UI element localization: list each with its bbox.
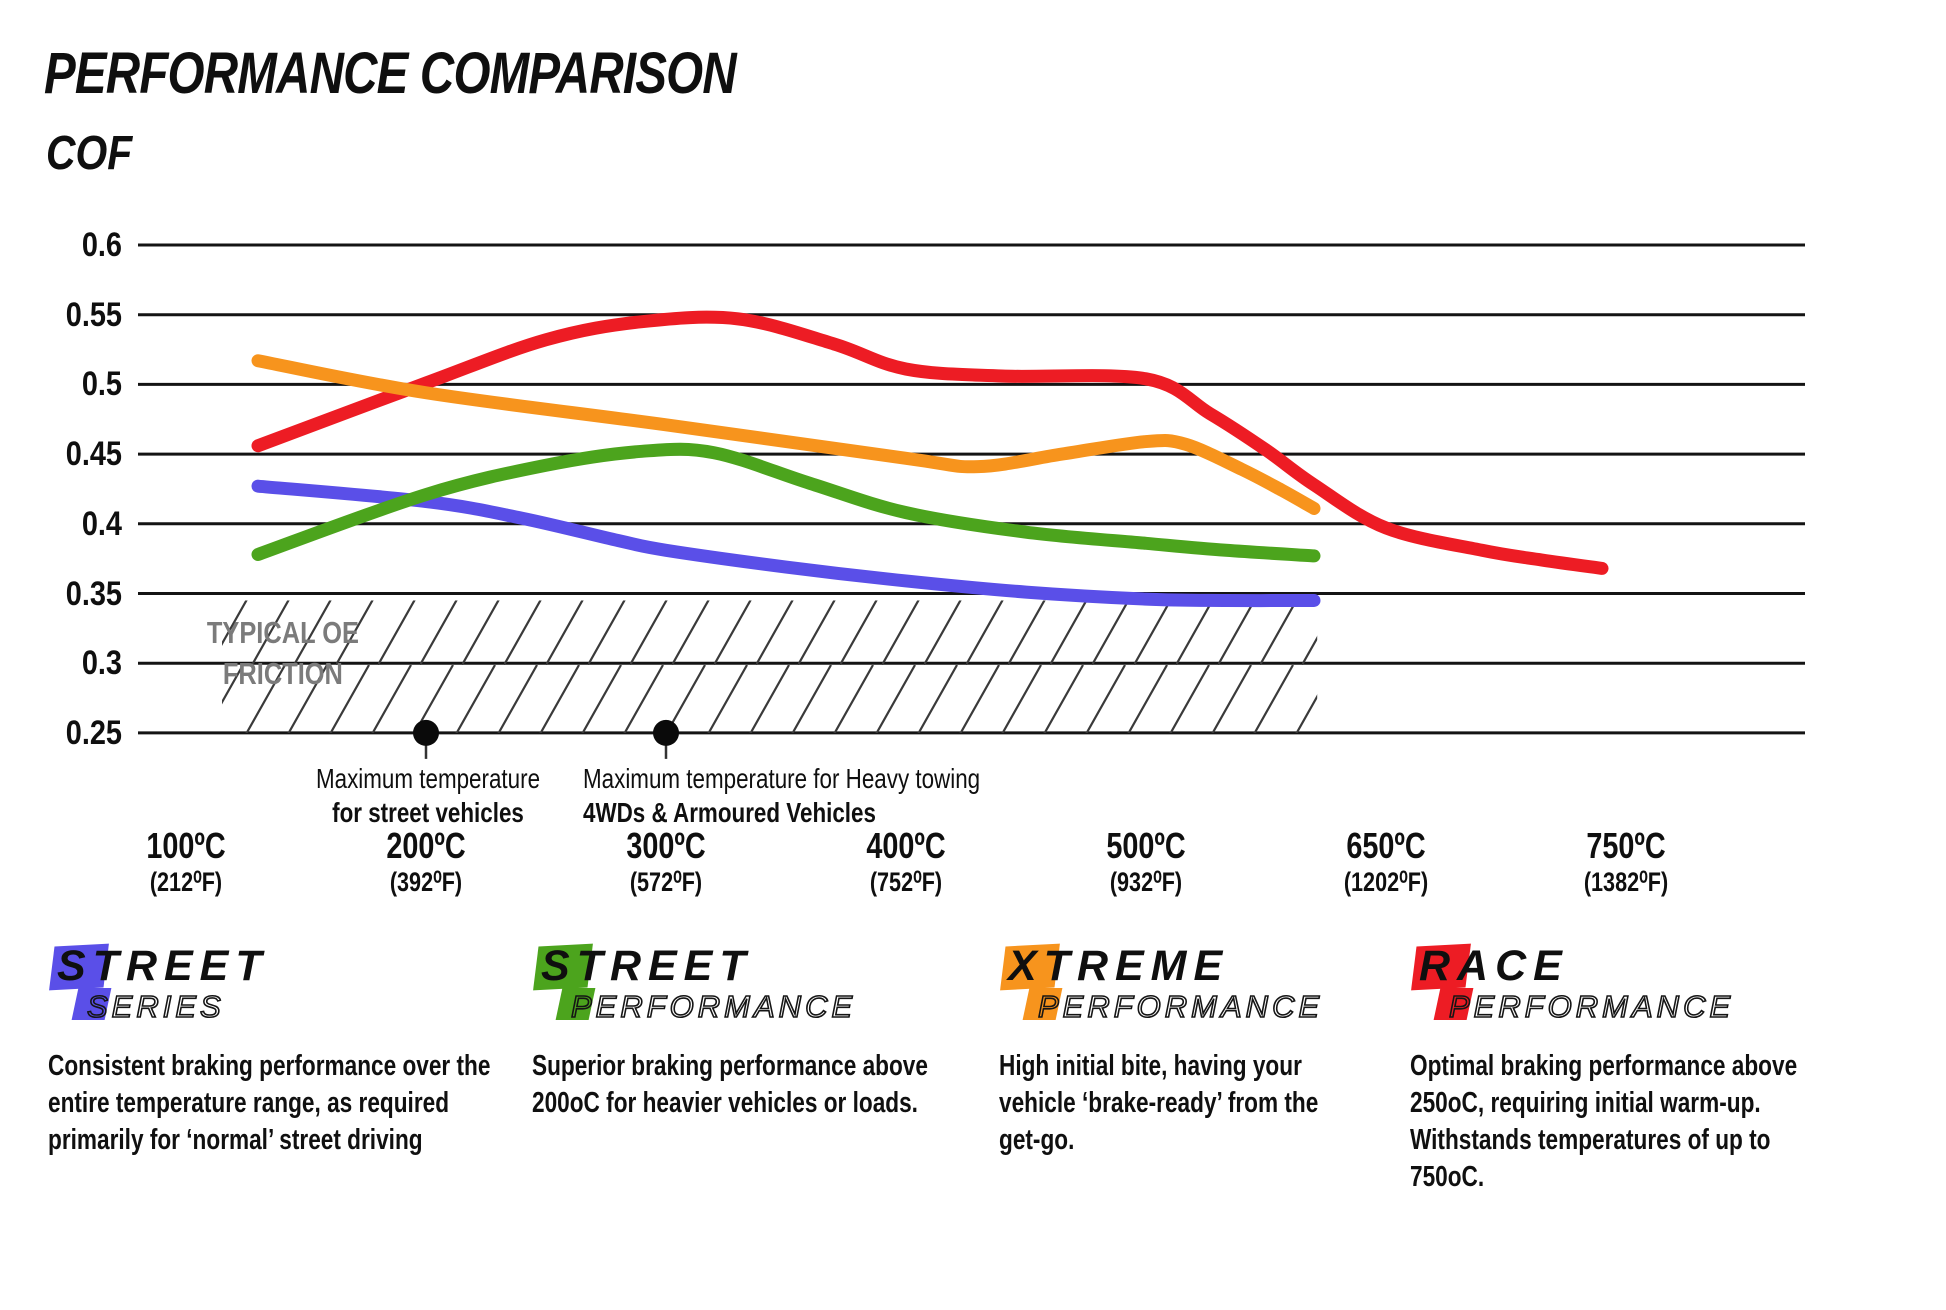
series-line-xtreme-performance: [251, 354, 1321, 515]
x-tick-celsius: 100ºC: [146, 825, 226, 866]
x-tick-fahrenheit: (1202⁰F): [1343, 867, 1429, 897]
x-tick-fahrenheit: (212⁰F): [149, 867, 223, 897]
x-axis-tick-200: 200ºC (392⁰F): [306, 826, 546, 898]
annotation-line: Maximum temperature: [315, 763, 541, 794]
x-tick-celsius: 300ºC: [626, 825, 706, 866]
x-axis-tick-500: 500ºC (932⁰F): [1026, 826, 1266, 898]
x-tick-fahrenheit: (572⁰F): [629, 867, 703, 897]
y-axis-tick-label: 0.25: [65, 713, 122, 752]
annotation-dot-0: [413, 719, 439, 746]
annotation-dots: [413, 719, 679, 759]
x-tick-fahrenheit: (752⁰F): [869, 867, 943, 897]
street-series-logo: STREET SERIES: [48, 942, 508, 1028]
y-axis-tick-label: 0.4: [81, 504, 122, 543]
brand-word-top: STREET: [541, 942, 753, 990]
typical-oe-friction-band: [222, 600, 1318, 733]
series-line-street-performance: [251, 442, 1321, 563]
x-tick-celsius: 500ºC: [1106, 825, 1186, 866]
x-axis-tick-400: 400ºC (752⁰F): [786, 826, 1026, 898]
series-curves: [251, 310, 1609, 608]
oe-band-hatch: [222, 600, 1318, 733]
legend-description: Superior braking performance above 200oC…: [532, 1050, 928, 1119]
annotation-dot-1: [653, 719, 679, 746]
street-performance-logo: STREET PERFORMANCE: [532, 942, 992, 1028]
y-axis-tick-label: 0.55: [65, 295, 122, 334]
brand-word-bottom: PERFORMANCE: [1037, 988, 1324, 1025]
legend-xtreme-performance: XTREME PERFORMANCE High initial bite, ha…: [999, 942, 1469, 1159]
x-axis-tick-300: 300ºC (572⁰F): [546, 826, 786, 898]
oe-label-line1: TYPICAL OE: [206, 615, 359, 650]
brand-word-bottom: SERIES: [86, 988, 225, 1025]
legend-race-performance: RACE PERFORMANCE Optimal braking perform…: [1410, 942, 1946, 1196]
annotation-line-bold: 4WDs & Armoured Vehicles: [583, 797, 876, 828]
legend-description: Consistent braking performance over the …: [48, 1050, 491, 1156]
y-axis-tick-label: 0.5: [81, 365, 122, 404]
annotation-heavy-towing: Maximum temperature for Heavy towing 4WD…: [583, 762, 1015, 830]
x-tick-celsius: 200ºC: [386, 825, 466, 866]
typical-oe-friction-label: TYPICAL OE FRICTION: [205, 612, 361, 694]
xtreme-performance-logo: XTREME PERFORMANCE: [999, 942, 1459, 1028]
brand-word-top: STREET: [57, 942, 269, 990]
x-axis-tick-100: 100ºC (212⁰F): [66, 826, 306, 898]
brand-word-bottom: PERFORMANCE: [1448, 988, 1735, 1025]
legend-description: Optimal braking performance above 250oC,…: [1410, 1050, 1798, 1193]
y-axis-tick-label: 0.35: [65, 574, 122, 613]
series-line-race-performance: [251, 310, 1609, 575]
y-axis-tick-label: 0.6: [81, 226, 122, 264]
page-title: PERFORMANCE COMPARISON: [44, 41, 737, 106]
x-tick-celsius: 400ºC: [866, 825, 946, 866]
oe-label-line2: FRICTION: [222, 656, 343, 691]
x-axis-tick-650: 650ºC (1202⁰F): [1266, 826, 1506, 898]
annotation-line: Maximum temperature for Heavy towing: [583, 763, 981, 794]
annotation-street-vehicles: Maximum temperature for street vehicles: [280, 762, 576, 830]
y-axis-tick-label: 0.3: [81, 644, 122, 683]
x-tick-celsius: 750ºC: [1586, 825, 1666, 866]
legend-street-performance: STREET PERFORMANCE Superior braking perf…: [532, 942, 1112, 1122]
x-tick-fahrenheit: (932⁰F): [1109, 867, 1183, 897]
x-tick-fahrenheit: (1382⁰F): [1583, 867, 1669, 897]
race-performance-logo: RACE PERFORMANCE: [1410, 942, 1870, 1028]
annotation-line-bold: for street vehicles: [332, 797, 524, 828]
legend-street-series: STREET SERIES Consistent braking perform…: [48, 942, 668, 1159]
x-tick-fahrenheit: (392⁰F): [389, 867, 463, 897]
brand-word-top: XTREME: [1008, 942, 1230, 990]
brand-word-bottom: PERFORMANCE: [570, 988, 857, 1025]
series-line-street-series: [251, 479, 1321, 608]
brand-word-top: RACE: [1419, 942, 1569, 990]
x-axis-tick-750: 750ºC (1382⁰F): [1506, 826, 1746, 898]
y-axis-tick-label: 0.45: [65, 435, 122, 474]
legend-description: High initial bite, having your vehicle ‘…: [999, 1050, 1319, 1156]
y-axis-title: COF: [46, 127, 133, 180]
x-tick-celsius: 650ºC: [1346, 825, 1426, 866]
